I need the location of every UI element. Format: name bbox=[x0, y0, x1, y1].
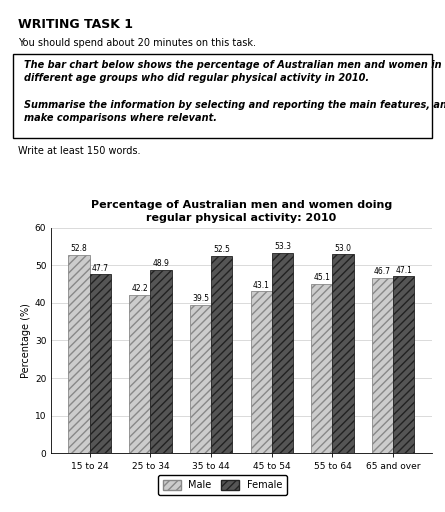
Text: 47.1: 47.1 bbox=[395, 266, 412, 275]
Y-axis label: Percentage (%): Percentage (%) bbox=[20, 303, 31, 378]
Bar bbox=[90, 274, 111, 453]
Bar bbox=[332, 254, 354, 453]
Text: 52.5: 52.5 bbox=[213, 245, 230, 254]
Bar bbox=[311, 284, 332, 453]
Text: WRITING TASK 1: WRITING TASK 1 bbox=[18, 18, 133, 31]
Text: You should spend about 20 minutes on this task.: You should spend about 20 minutes on thi… bbox=[18, 38, 256, 49]
Text: 48.9: 48.9 bbox=[153, 259, 170, 268]
Text: Summarise the information by selecting and reporting the main features, and
make: Summarise the information by selecting a… bbox=[24, 100, 445, 123]
Bar bbox=[393, 276, 414, 453]
Text: The bar chart below shows the percentage of Australian men and women in
differen: The bar chart below shows the percentage… bbox=[24, 60, 441, 83]
Text: 45.1: 45.1 bbox=[313, 273, 330, 282]
Legend: Male, Female: Male, Female bbox=[158, 475, 287, 495]
Text: 43.1: 43.1 bbox=[253, 281, 270, 290]
Text: 53.3: 53.3 bbox=[274, 243, 291, 251]
Bar bbox=[150, 269, 172, 453]
Text: Write at least 150 words.: Write at least 150 words. bbox=[18, 146, 140, 156]
Bar bbox=[251, 291, 272, 453]
Text: 47.7: 47.7 bbox=[92, 264, 109, 272]
Bar bbox=[69, 255, 90, 453]
Bar bbox=[129, 295, 150, 453]
Text: 39.5: 39.5 bbox=[192, 294, 209, 303]
Bar bbox=[272, 253, 293, 453]
Bar bbox=[211, 256, 232, 453]
Title: Percentage of Australian men and women doing
regular physical activity: 2010: Percentage of Australian men and women d… bbox=[91, 200, 392, 223]
Bar bbox=[190, 305, 211, 453]
X-axis label: Age group: Age group bbox=[214, 477, 268, 487]
Bar bbox=[372, 278, 393, 453]
Text: 52.8: 52.8 bbox=[71, 244, 88, 253]
Text: 46.7: 46.7 bbox=[374, 267, 391, 276]
FancyBboxPatch shape bbox=[13, 54, 432, 138]
Text: 53.0: 53.0 bbox=[335, 244, 352, 252]
Text: 42.2: 42.2 bbox=[131, 284, 148, 293]
